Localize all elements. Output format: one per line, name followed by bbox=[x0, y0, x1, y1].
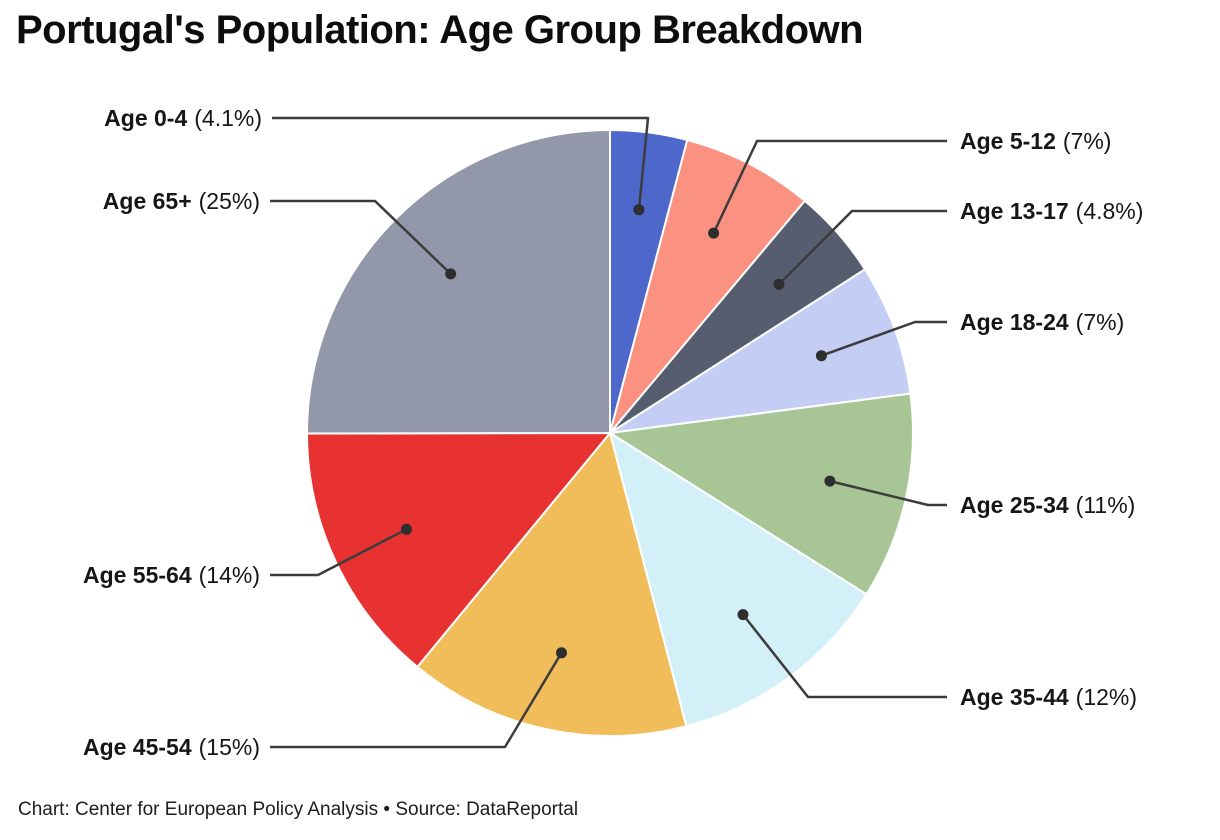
leader-line-age-25-34 bbox=[829, 479, 947, 507]
leader-dot-age-13-17 bbox=[773, 278, 785, 290]
pie-slice-age-45-54 bbox=[416, 432, 688, 737]
chart-title: Portugal's Population: Age Group Breakdo… bbox=[16, 8, 864, 52]
slice-label-age-35-44: Age 35-44 (12%) bbox=[960, 684, 1137, 710]
leader-dot-age-35-44 bbox=[737, 609, 749, 621]
leader-dot-age-25-34 bbox=[824, 475, 836, 487]
slice-label-age-45-54: Age 45-54 (15%) bbox=[83, 734, 260, 760]
slice-label-age-0-4: Age 0-4 (4.1%) bbox=[104, 105, 262, 131]
leader-line-age-5-12 bbox=[712, 139, 947, 234]
pie-slices bbox=[305, 128, 914, 737]
slice-label-age-5-12: Age 5-12 (7%) bbox=[960, 128, 1111, 154]
leader-line-age-13-17 bbox=[778, 209, 947, 286]
slice-label-age-25-34: Age 25-34 (11%) bbox=[960, 492, 1135, 518]
leader-line-age-0-4 bbox=[272, 116, 650, 210]
leader-line-age-55-64 bbox=[270, 528, 408, 577]
pie-slice-age-55-64 bbox=[306, 432, 611, 668]
slice-label-age-55-64: Age 55-64 (14%) bbox=[83, 562, 260, 588]
leader-line-age-65 bbox=[270, 199, 452, 275]
leader-dot-age-0-4 bbox=[633, 204, 645, 216]
leader-line-age-45-54 bbox=[270, 652, 563, 749]
leader-lines bbox=[270, 116, 947, 749]
pie-slice-age-65 bbox=[305, 129, 611, 435]
slice-labels: Age 0-4 (4.1%) Age 5-12 (7%) Age 13-17 (4.8%)… bbox=[83, 105, 1143, 760]
slice-label-age-18-24: Age 18-24 (7%) bbox=[960, 309, 1124, 335]
leader-dot-age-18-24 bbox=[815, 350, 827, 362]
leader-line-age-35-44 bbox=[742, 613, 947, 699]
leader-line-age-18-24 bbox=[820, 320, 947, 357]
slice-label-age-65: Age 65+ (25%) bbox=[103, 188, 260, 214]
leader-dot-age-5-12 bbox=[708, 227, 720, 239]
slice-label-age-13-17: Age 13-17 (4.8%) bbox=[960, 198, 1143, 224]
chart-footer: Chart: Center for European Policy Analys… bbox=[18, 799, 579, 820]
pie-slice-age-25-34 bbox=[609, 392, 914, 596]
pie-slice-age-35-44 bbox=[609, 432, 868, 728]
pie-slice-age-5-12 bbox=[609, 139, 806, 434]
leader-dot-age-65 bbox=[445, 268, 457, 280]
leader-dot-age-45-54 bbox=[556, 647, 567, 659]
leader-dot-age-55-64 bbox=[401, 523, 412, 535]
